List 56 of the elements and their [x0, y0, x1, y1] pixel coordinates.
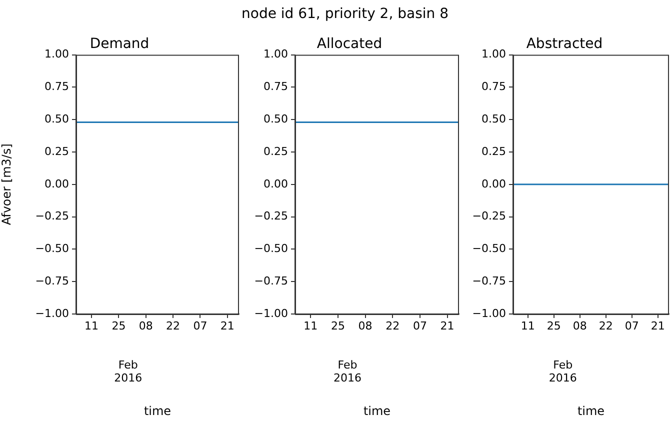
x-tick-label: 22 — [166, 319, 180, 332]
y-tick-label: 0.25 — [264, 144, 288, 158]
y-tick-label: −1.00 — [472, 306, 506, 320]
y-tick-label: 0.00 — [264, 177, 288, 190]
x-tick-label: 22 — [386, 319, 400, 332]
y-tick-label: 0.50 — [44, 112, 69, 126]
x-tick-label: 25 — [112, 319, 126, 332]
y-tick-label: 1.00 — [482, 48, 506, 61]
y-tick-label: −0.25 — [35, 210, 69, 223]
y-tick-label: −0.25 — [254, 210, 288, 223]
x-tick-label: 21 — [650, 319, 665, 332]
chart-title: Demand — [90, 36, 150, 52]
x-tick-label: 21 — [440, 319, 454, 332]
x-tick-label: 21 — [220, 319, 234, 332]
y-tick-label: 0.25 — [482, 144, 506, 158]
text: node id 61, priority 2, basin 8 — [240, 6, 450, 22]
y-tick-label: 1.00 — [44, 48, 69, 61]
chart-title: Allocated — [316, 36, 382, 52]
y-tick-label: 1.00 — [264, 48, 288, 61]
x-tick-label: 07 — [412, 319, 427, 332]
y-axis-title: Afvoer [m3/s] — [0, 144, 14, 226]
x-tick-label: 22 — [598, 319, 613, 332]
x-tick-label: 07 — [624, 319, 639, 332]
chart-title: Abstracted — [526, 36, 603, 52]
y-tick-label: −1.00 — [35, 306, 69, 320]
y-tick-label: 0.75 — [264, 80, 288, 94]
y-tick-label: −0.75 — [254, 274, 288, 288]
y-tick-label: −0.50 — [254, 242, 288, 256]
x-tick-label: 07 — [193, 319, 208, 332]
text: Feb 2016 — [114, 358, 142, 384]
y-tick-label: 0.00 — [44, 177, 69, 190]
y-tick-label: 0.75 — [482, 80, 506, 94]
y-tick-label: −0.75 — [35, 274, 69, 288]
y-tick-label: −1.00 — [254, 306, 288, 320]
text: Feb 2016 — [548, 358, 577, 384]
x-tick-label: 11 — [84, 319, 99, 332]
x-tick-label: 08 — [138, 319, 153, 332]
x-tick-label: 25 — [330, 319, 345, 332]
x-tick-label: 25 — [546, 319, 561, 332]
y-tick-label: 0.50 — [482, 112, 506, 126]
y-tick-label: 0.25 — [44, 144, 69, 158]
y-tick-label: −0.25 — [472, 210, 506, 223]
y-tick-label: −0.50 — [472, 242, 506, 256]
x-tick-label: 11 — [520, 319, 535, 332]
y-tick-label: 0.50 — [264, 112, 288, 126]
x-axis-title: time — [144, 404, 172, 418]
x-tick-label: 08 — [358, 319, 372, 332]
y-tick-label: 0.00 — [482, 177, 506, 190]
y-tick-label: −0.75 — [472, 274, 506, 288]
x-axis-title: time — [363, 404, 391, 418]
x-tick-label: 11 — [304, 319, 318, 332]
x-axis-title: time — [577, 404, 605, 418]
x-tick-label: 08 — [572, 319, 587, 332]
text: Feb 2016 — [333, 358, 362, 384]
y-tick-label: −0.50 — [35, 242, 69, 256]
y-tick-label: 0.75 — [44, 80, 69, 94]
